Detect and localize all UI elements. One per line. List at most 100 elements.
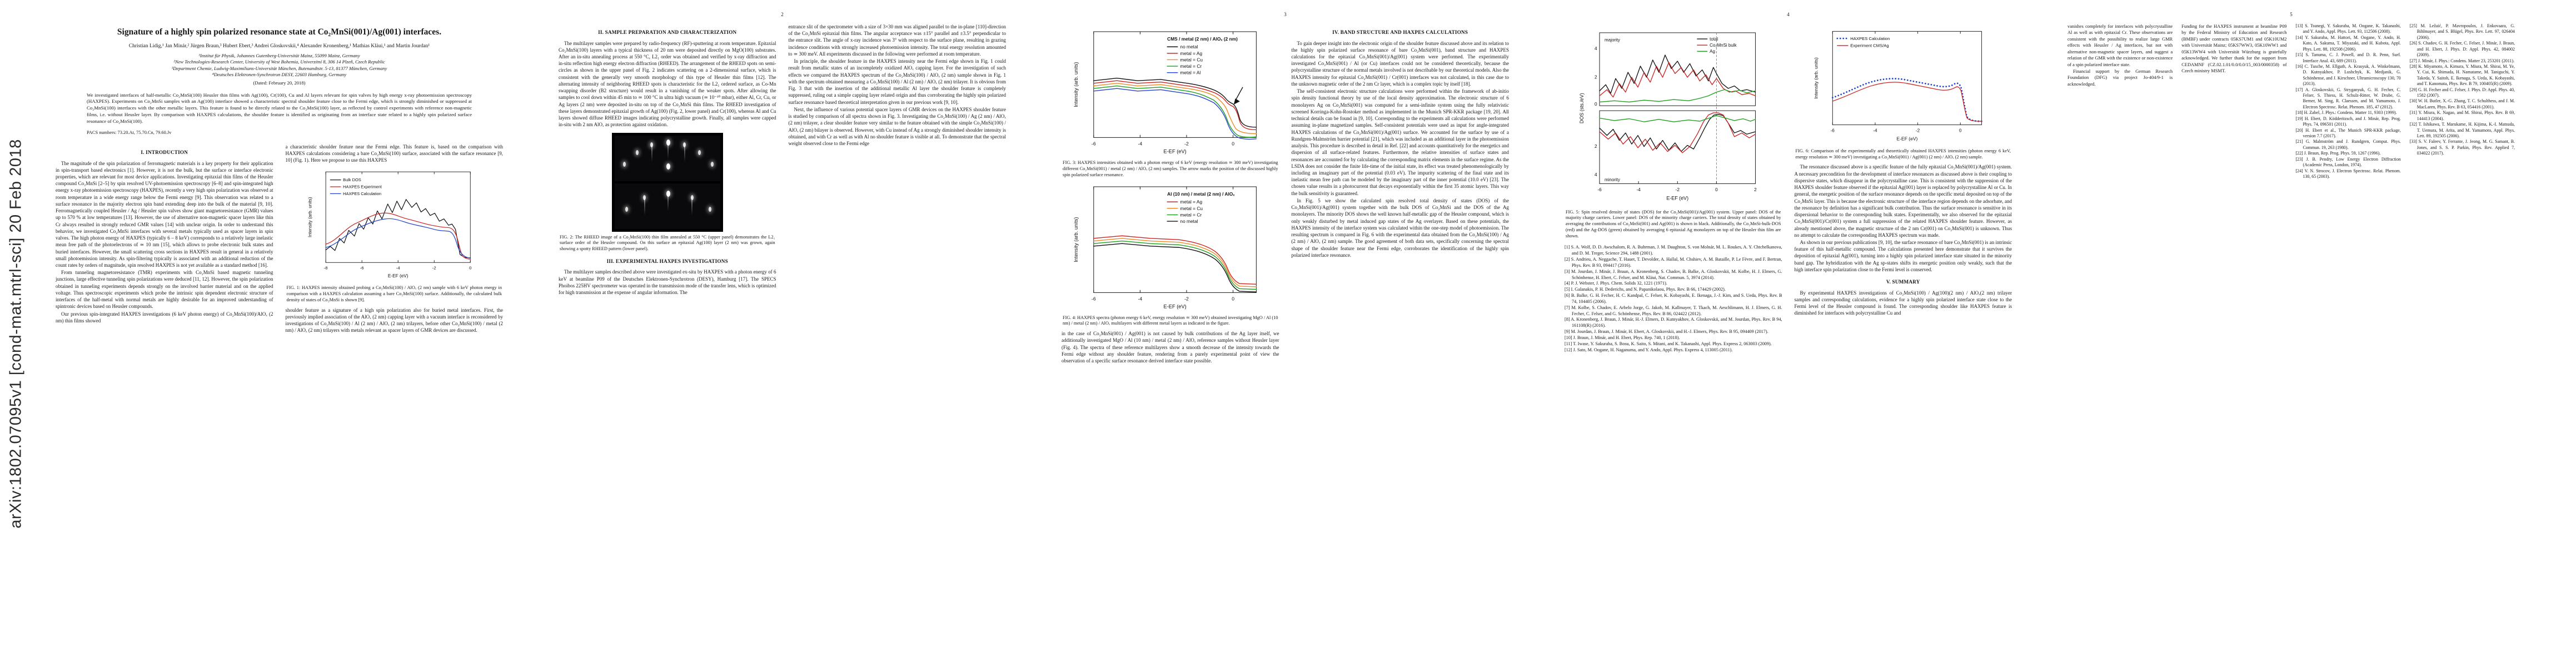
fig1-plot: Bulk DOS HAXPES Experiment HAXPES Calcul… [308, 171, 472, 278]
fig1-x-tick: 0 [469, 265, 471, 270]
fig5-x-tick: 2 [1754, 187, 1757, 192]
paragraph: As shown in our previous publications [9… [1794, 240, 2012, 272]
fig4-x-tick: -4 [1138, 296, 1142, 301]
fig5-plot: total Co₂MnSi bulk Ag majority minority … [1579, 32, 1757, 201]
section-heading-experimental-haxpes: III. EXPERIMENTAL HAXPES INVESTIGATIONS [606, 258, 728, 264]
fig3-curve-al [1093, 88, 1257, 140]
reference-entry: [15] S. Tanuma, C. J. Powell, and D. R. … [2295, 52, 2401, 63]
fig4-legend-title: Al (10 nm) / metal (2 nm) / AlOₓ [1167, 191, 1235, 197]
figure-6-caption: FIG. 6: Comparison of the experimentally… [1795, 148, 2011, 160]
paragraph: In principle, the shoulder feature in th… [788, 58, 1007, 105]
page2-right-column: entrance slit of the spectrometer with a… [789, 23, 1007, 296]
affiliation: ¹Institut für Physik, Johannes Gutenberg… [198, 53, 360, 59]
fig6-x-tick: -2 [1916, 128, 1920, 133]
fig1-x-tick: -4 [396, 265, 401, 270]
paragraph: The multilayer samples described above w… [559, 269, 776, 296]
figure-5: total Co₂MnSi bulk Ag majority minority … [1564, 28, 1782, 239]
fig3-plot: CMS / metal (2 nm) / AlOₓ (2 nm) no meta… [1073, 31, 1257, 154]
fig5-legend-label: total [1710, 37, 1718, 42]
reference-entry: [32] T. Ishikawa, T. Marukame, H. Kijima… [2409, 122, 2515, 139]
figure-3: CMS / metal (2 nm) / AlOₓ (2 nm) no meta… [1062, 28, 1279, 178]
fig2-rheed-panel-lower [614, 183, 720, 229]
arxiv-stamp: arXiv:1802.07095v1 [cond-mat.mtrl-sci] 2… [7, 138, 25, 529]
fig3-legend-title: CMS / metal (2 nm) / AlOₓ (2 nm) [1167, 36, 1238, 42]
figure-5-caption: FIG. 5: Spin resolved density of states … [1566, 209, 1781, 238]
reference-entry: [20] H. Ebert et al., The Munich SPR-KKR… [2295, 127, 2401, 139]
fig6-curve-calculation [1832, 78, 1983, 122]
acknowledgment-paragraph: Financial support by the German Research… [2067, 68, 2173, 87]
rheed-streak [691, 197, 693, 215]
fig1-curve-experiment [325, 212, 471, 260]
page-3: 3 CMS / metal (2 nm) / AlOₓ (2 nm) [1039, 7, 1531, 660]
paragraph: The multilayer samples were prepared by … [559, 40, 776, 128]
document-pages: Signature of a highly spin polarized res… [33, 7, 2537, 660]
page2-left-column: II. SAMPLE PREPARATION AND CHARACTERIZAT… [559, 23, 776, 296]
fig3-x-tick: -6 [1092, 141, 1096, 146]
fig4-legend-label: metal = Ag [1180, 199, 1202, 205]
reference-entry: [23] J. B. Pendry, Low Energy Electron D… [2295, 156, 2401, 168]
fig6-x-axis-label: E-EF (eV) [1897, 136, 1918, 141]
paragraph: Our previous spin-integrated HAXPES inve… [56, 311, 273, 323]
section-heading-summary: V. SUMMARY [1886, 279, 1920, 285]
fig5-x-tick: -2 [1676, 187, 1680, 192]
page3-columns: CMS / metal (2 nm) / AlOₓ (2 nm) no meta… [1062, 23, 1509, 365]
paper-title: Signature of a highly spin polarized res… [117, 27, 442, 37]
page-number: 2 [781, 12, 784, 17]
fig3-curve-cr [1093, 85, 1257, 138]
page1-right-column: a characteristic shoulder feature near t… [286, 143, 504, 335]
page4-right-column: HAXPES Calculation Experiment CMS/Ag -6 … [1795, 23, 2012, 353]
rheed-spot [708, 207, 711, 212]
dated-line: (Dated: February 20, 2018) [253, 79, 306, 86]
fig6-x-tick: -4 [1874, 128, 1878, 133]
fig4-curve-no-metal [1093, 242, 1257, 292]
fig3-resonance-arrow [1235, 87, 1243, 101]
fig3-legend-label: metal = Cr [1180, 63, 1202, 69]
section-heading-band-structure: IV. BAND STRUCTURE AND HAXPES CALCULATIO… [1332, 29, 1468, 35]
reference-entry: [27] J. Minár, J. Phys.: Condens. Matter… [2409, 58, 2515, 63]
paragraph: a characteristic shoulder feature near t… [285, 143, 504, 163]
reference-entry: [26] S. Chadov, G. H. Fecher, C. Felser,… [2409, 41, 2515, 58]
affiliation: ⁴Deutsches Elektronen-Synchrotron DESY, … [212, 71, 347, 77]
fig2-rheed-panel-upper [614, 135, 720, 181]
fig3-y-axis-label: Intensity (arb. units) [1073, 62, 1079, 107]
fig5-y-tick: 0 [1595, 101, 1597, 107]
reference-entry: [31] Y. Miura, K. Nagao, and M. Shirai, … [2409, 110, 2515, 121]
figure-3-caption: FIG. 3: HAXPES intensities obtained with… [1063, 160, 1278, 177]
fig1-legend-label: HAXPES Calculation [343, 191, 381, 196]
fig5-panel-label-minority: minority [1605, 177, 1620, 182]
fig4-curve-cu [1093, 237, 1257, 287]
page5-column-a: vanishes completely for interfaces with … [2067, 23, 2173, 180]
rheed-spot [635, 150, 639, 155]
page3-right-column: IV. BAND STRUCTURE AND HAXPES CALCULATIO… [1292, 23, 1509, 365]
reference-entry: [28] K. Miyamoto, A. Kimura, Y. Miura, M… [2409, 63, 2515, 87]
fig3-curve-cu [1093, 83, 1257, 135]
fig6-legend-label: Experiment CMS/Ag [1851, 43, 1889, 48]
fig1-y-axis-label: Intensity (arb. units) [308, 197, 313, 237]
page2-columns: II. SAMPLE PREPARATION AND CHARACTERIZAT… [559, 23, 1006, 296]
page3-left-column: CMS / metal (2 nm) / AlOₓ (2 nm) no meta… [1062, 23, 1279, 365]
arxiv-stamp-rail: arXiv:1802.07095v1 [cond-mat.mtrl-sci] 2… [0, 0, 32, 667]
fig3-legend-label: no metal [1180, 44, 1198, 49]
reference-list-3: [25] M. Ležaić, P. Mavropoulos, J. Enkov… [2410, 23, 2515, 157]
reference-entry: [3] M. Jourdan, J. Minár, J. Braun, A. K… [1564, 268, 1782, 280]
fig3-legend-label: metal = Al [1180, 70, 1200, 76]
fig3-x-axis-label: E-EF (eV) [1163, 148, 1186, 154]
fig2-rheed-image [611, 132, 723, 232]
page5-column-b: Funding for the HAXPES instrument at bea… [2181, 23, 2286, 180]
figure-1: Bulk DOS HAXPES Experiment HAXPES Calcul… [286, 168, 504, 303]
fig5-curve-cms-majority [1599, 62, 1756, 98]
page-2: 2 II. SAMPLE PREPARATION AND CHARACTERIZ… [536, 7, 1028, 660]
fig1-x-tick: -2 [432, 265, 436, 270]
rheed-spot [622, 162, 626, 167]
reference-entry: [12] J. Sato, M. Oogane, H. Naganuma, an… [1564, 347, 1733, 352]
fig4-axes-frame [1093, 186, 1257, 293]
reference-entry: [16] C. Tusche, M. Ellguth, A. Krasyuk, … [2295, 63, 2401, 87]
page-number: 4 [1787, 12, 1790, 17]
rheed-spot [666, 163, 670, 170]
paragraph: In Fig. 5 we show the calculated spin re… [1291, 197, 1509, 258]
fig5-y-tick: 2 [1595, 74, 1597, 79]
fig4-curve-ag [1093, 235, 1257, 285]
fig4-plot: Al (10 nm) / metal (2 nm) / AlOₓ metal =… [1073, 186, 1257, 309]
page5-columns: vanishes completely for interfaces with … [2067, 23, 2515, 180]
reference-entry: [13] S. Tsunegi, Y. Sakuraba, M. Oogane,… [2295, 23, 2401, 34]
